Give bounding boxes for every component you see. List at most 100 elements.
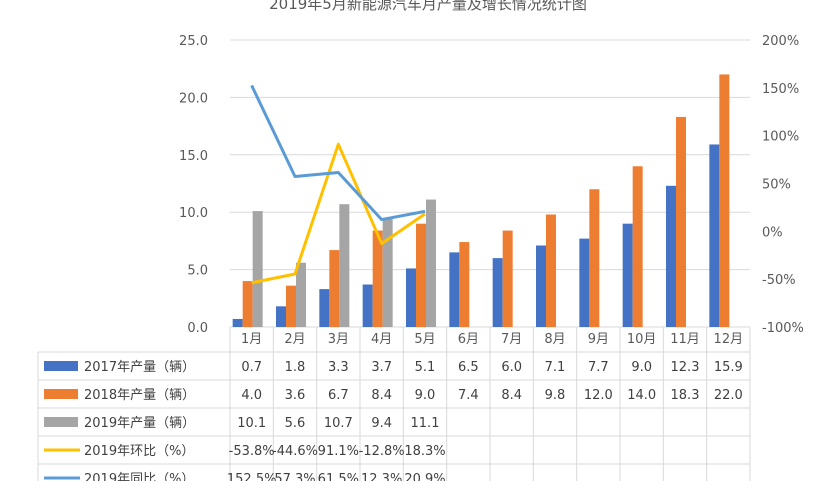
legend-swatch [44, 417, 78, 427]
table-cell: 11.1 [411, 416, 440, 431]
y-right-tick-label: 0% [762, 225, 783, 240]
bar-2 [589, 189, 600, 327]
bar-2 [416, 223, 426, 327]
table-cell: 1.8 [285, 360, 306, 375]
y-right-tick-label: 200% [762, 34, 799, 49]
legend-label: 2019年环比（%） [84, 444, 194, 459]
x-tick-label: 2月 [284, 332, 305, 347]
y-right-tick-label: 50% [762, 178, 791, 193]
bar-1 [319, 289, 330, 327]
bar-2 [502, 230, 513, 327]
bar-2 [719, 74, 730, 327]
bar-1 [362, 284, 373, 327]
y-left-tick-label: 0.0 [187, 321, 208, 336]
table-cell: 12.0 [584, 388, 613, 403]
bar-1 [449, 252, 460, 327]
y-right-tick-label: 150% [762, 82, 799, 97]
table-cell: 18.3 [671, 388, 700, 403]
table-cell: 8.4 [371, 388, 392, 403]
table-cell: 12.3 [671, 360, 700, 375]
bar-1 [492, 258, 503, 327]
x-tick-label: 4月 [371, 332, 392, 347]
legend-label: 2018年产量（辆） [84, 388, 195, 403]
table-cell: 5.1 [415, 360, 436, 375]
bar-2 [286, 285, 296, 327]
bar-1 [276, 306, 286, 327]
bar-3 [426, 199, 436, 327]
bar-2 [372, 230, 383, 327]
table-cell: 18.3% [404, 444, 445, 459]
legend-swatch [44, 361, 78, 371]
series-line-2 [250, 84, 426, 222]
bar-1 [579, 238, 590, 327]
bar-1 [536, 245, 546, 327]
table-cell: 5.6 [285, 416, 306, 431]
series-line-1 [251, 142, 426, 285]
table-cell: 152.5% [227, 472, 277, 481]
table-cell: 91.1% [318, 444, 359, 459]
y-left-tick-label: 25.0 [179, 34, 208, 49]
bar-2 [676, 116, 686, 327]
bar-3 [252, 211, 263, 327]
bar-2 [329, 250, 340, 327]
table-cell: 9.0 [415, 388, 436, 403]
legend-label: 2019年同比（%） [84, 472, 194, 481]
bar-1 [232, 318, 243, 327]
table-cell: 22.0 [714, 388, 743, 403]
y-right-tick-label: -100% [762, 321, 804, 336]
x-tick-label: 10月 [627, 332, 657, 347]
table-cell: 3.7 [371, 360, 392, 375]
axes: 0.0 5.0 10.0 15.0 20.0 25.0 -100% -50% 0% 50% 100%… [179, 34, 804, 347]
table-cell: 3.3 [328, 360, 349, 375]
y-left-tick-label: 5.0 [187, 264, 208, 279]
y-left-tick-label: 20.0 [179, 91, 208, 106]
table-cell: 9.8 [545, 388, 566, 403]
table-cell: -44.6% [272, 444, 318, 459]
table-cell: 20.9% [404, 472, 445, 481]
y-left-tick-label: 15.0 [179, 149, 208, 164]
bars [232, 74, 730, 327]
x-tick-label: 7月 [501, 332, 522, 347]
table-cell: -53.8% [229, 444, 275, 459]
bar-3 [296, 262, 306, 327]
x-tick-label: 3月 [328, 332, 349, 347]
bar-1 [666, 185, 676, 327]
table-cell: 7.1 [545, 360, 566, 375]
table-cell: -12.8% [359, 444, 405, 459]
bar-2 [632, 166, 643, 327]
legend-label: 2017年产量（辆） [84, 360, 195, 375]
bar-2 [546, 214, 556, 327]
bar-2 [459, 242, 470, 327]
legend-swatch [44, 389, 78, 399]
table-cell: 15.9 [714, 360, 743, 375]
chart-title: 2019年5月新能源汽车月产量及增长情况统计图 [269, 0, 587, 13]
x-tick-label: 9月 [588, 332, 609, 347]
table-cell: 14.0 [627, 388, 656, 403]
bar-1 [622, 223, 633, 327]
bar-1 [406, 268, 416, 327]
table-cell: 10.7 [324, 416, 353, 431]
table-cell: 9.4 [371, 416, 392, 431]
table-cell: 0.7 [241, 360, 262, 375]
table-cell: 10.1 [237, 416, 266, 431]
table-cell: 3.6 [285, 388, 306, 403]
x-tick-label: 8月 [544, 332, 565, 347]
lines [250, 84, 426, 285]
bar-2 [242, 281, 253, 327]
y-right-tick-label: -50% [762, 273, 796, 288]
table-cell: 6.0 [501, 360, 522, 375]
bar-1 [709, 144, 720, 327]
y-right-tick-label: 100% [762, 130, 799, 145]
legend-label: 2019年产量（辆） [84, 416, 195, 431]
table-cell: 61.5% [318, 472, 359, 481]
table-cell: 7.4 [458, 388, 479, 403]
table-cell: 12.3% [361, 472, 402, 481]
table-cell: 4.0 [241, 388, 262, 403]
x-tick-label: 1月 [241, 332, 262, 347]
table-cell: 9.0 [631, 360, 652, 375]
table-cell: 6.5 [458, 360, 479, 375]
data-table: 2017年产量（辆） 0.7 1.8 3.3 3.7 5.1 6.5 6.0 7.1 7.7 9.0… [37, 327, 751, 481]
table-cell: 57.3% [274, 472, 315, 481]
x-tick-label: 6月 [458, 332, 479, 347]
